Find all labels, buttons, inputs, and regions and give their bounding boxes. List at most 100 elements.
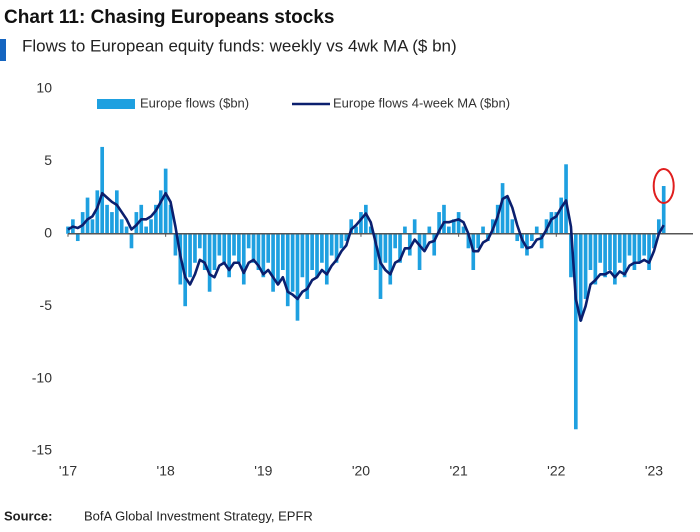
bar <box>530 233 534 242</box>
y-tick-label: 0 <box>44 225 52 241</box>
y-tick-label: -5 <box>40 297 53 313</box>
bar <box>354 226 358 234</box>
bar <box>149 219 153 234</box>
bar <box>642 233 647 256</box>
bar <box>417 233 422 270</box>
bar <box>569 233 573 278</box>
source-label: Source: <box>4 508 52 523</box>
chart-subtitle: Flows to European equity funds: weekly v… <box>22 36 457 55</box>
bar <box>241 233 246 285</box>
bar <box>110 212 114 234</box>
bar <box>285 233 290 307</box>
bar <box>437 212 441 234</box>
bar <box>339 233 344 249</box>
bar <box>246 233 251 249</box>
bar <box>144 226 148 234</box>
bar <box>168 204 173 234</box>
bar <box>608 233 612 270</box>
bar <box>525 233 529 256</box>
bar <box>564 164 568 234</box>
x-tick-label: '17 <box>59 463 77 479</box>
bar <box>315 233 319 278</box>
bar <box>549 212 554 234</box>
bar <box>276 233 280 285</box>
bar <box>388 233 393 285</box>
bar <box>134 212 139 234</box>
bar <box>447 226 451 234</box>
bar <box>456 212 461 234</box>
bar <box>656 219 661 234</box>
bar <box>637 233 642 263</box>
bar <box>105 204 109 234</box>
bar <box>207 233 212 292</box>
bar <box>652 233 656 249</box>
bar <box>661 186 666 234</box>
bar <box>329 233 334 256</box>
bar <box>398 233 402 263</box>
bar <box>461 226 466 234</box>
bar <box>66 226 70 234</box>
bar <box>183 233 188 307</box>
bar <box>378 233 383 299</box>
bar <box>466 233 471 249</box>
bar <box>481 226 485 234</box>
title-accent <box>0 39 6 61</box>
bar <box>261 233 266 278</box>
x-tick-label: '18 <box>157 463 175 479</box>
bar <box>613 233 617 285</box>
bar <box>114 190 119 234</box>
bar <box>100 146 105 234</box>
bar <box>534 226 539 234</box>
bar <box>334 233 339 263</box>
x-tick-label: '19 <box>254 463 272 479</box>
x-tick-label: '23 <box>645 463 663 479</box>
bar <box>583 233 588 299</box>
bar <box>510 219 515 234</box>
bar <box>383 233 388 263</box>
bar <box>188 233 192 278</box>
bar <box>364 204 368 234</box>
source-text: BofA Global Investment Strategy, EPFR <box>84 508 313 523</box>
bar <box>368 226 373 234</box>
bar <box>373 233 378 270</box>
bar <box>251 233 256 263</box>
bar <box>554 212 559 234</box>
y-tick-label: -15 <box>32 442 52 458</box>
bar <box>647 233 651 270</box>
legend-label: Europe flows 4-week MA ($bn) <box>333 95 510 110</box>
bar <box>212 233 217 270</box>
bar <box>617 233 622 263</box>
bar <box>300 233 305 278</box>
y-tick-label: 5 <box>44 152 52 168</box>
bar <box>622 233 627 278</box>
bar <box>173 233 178 256</box>
bar <box>632 233 637 270</box>
bar <box>603 233 607 278</box>
bar <box>217 233 222 256</box>
bar <box>593 233 598 285</box>
bar <box>154 204 158 234</box>
bar <box>451 219 456 234</box>
legend-swatch <box>97 99 135 109</box>
x-tick-label: '21 <box>450 463 468 479</box>
bar <box>305 233 310 299</box>
bar <box>476 233 480 249</box>
bar <box>227 233 231 278</box>
bar <box>119 219 124 234</box>
bar <box>198 233 202 249</box>
bar <box>124 226 129 234</box>
bar <box>407 233 412 256</box>
bar <box>578 233 583 321</box>
bar <box>403 226 407 234</box>
bar <box>85 197 90 234</box>
bar <box>500 183 505 234</box>
bar <box>310 233 314 270</box>
bar <box>266 233 271 263</box>
bar <box>324 233 329 285</box>
bar <box>163 168 168 234</box>
bar <box>281 233 285 270</box>
bar <box>129 233 134 249</box>
bar <box>412 219 417 234</box>
bar <box>588 233 593 270</box>
